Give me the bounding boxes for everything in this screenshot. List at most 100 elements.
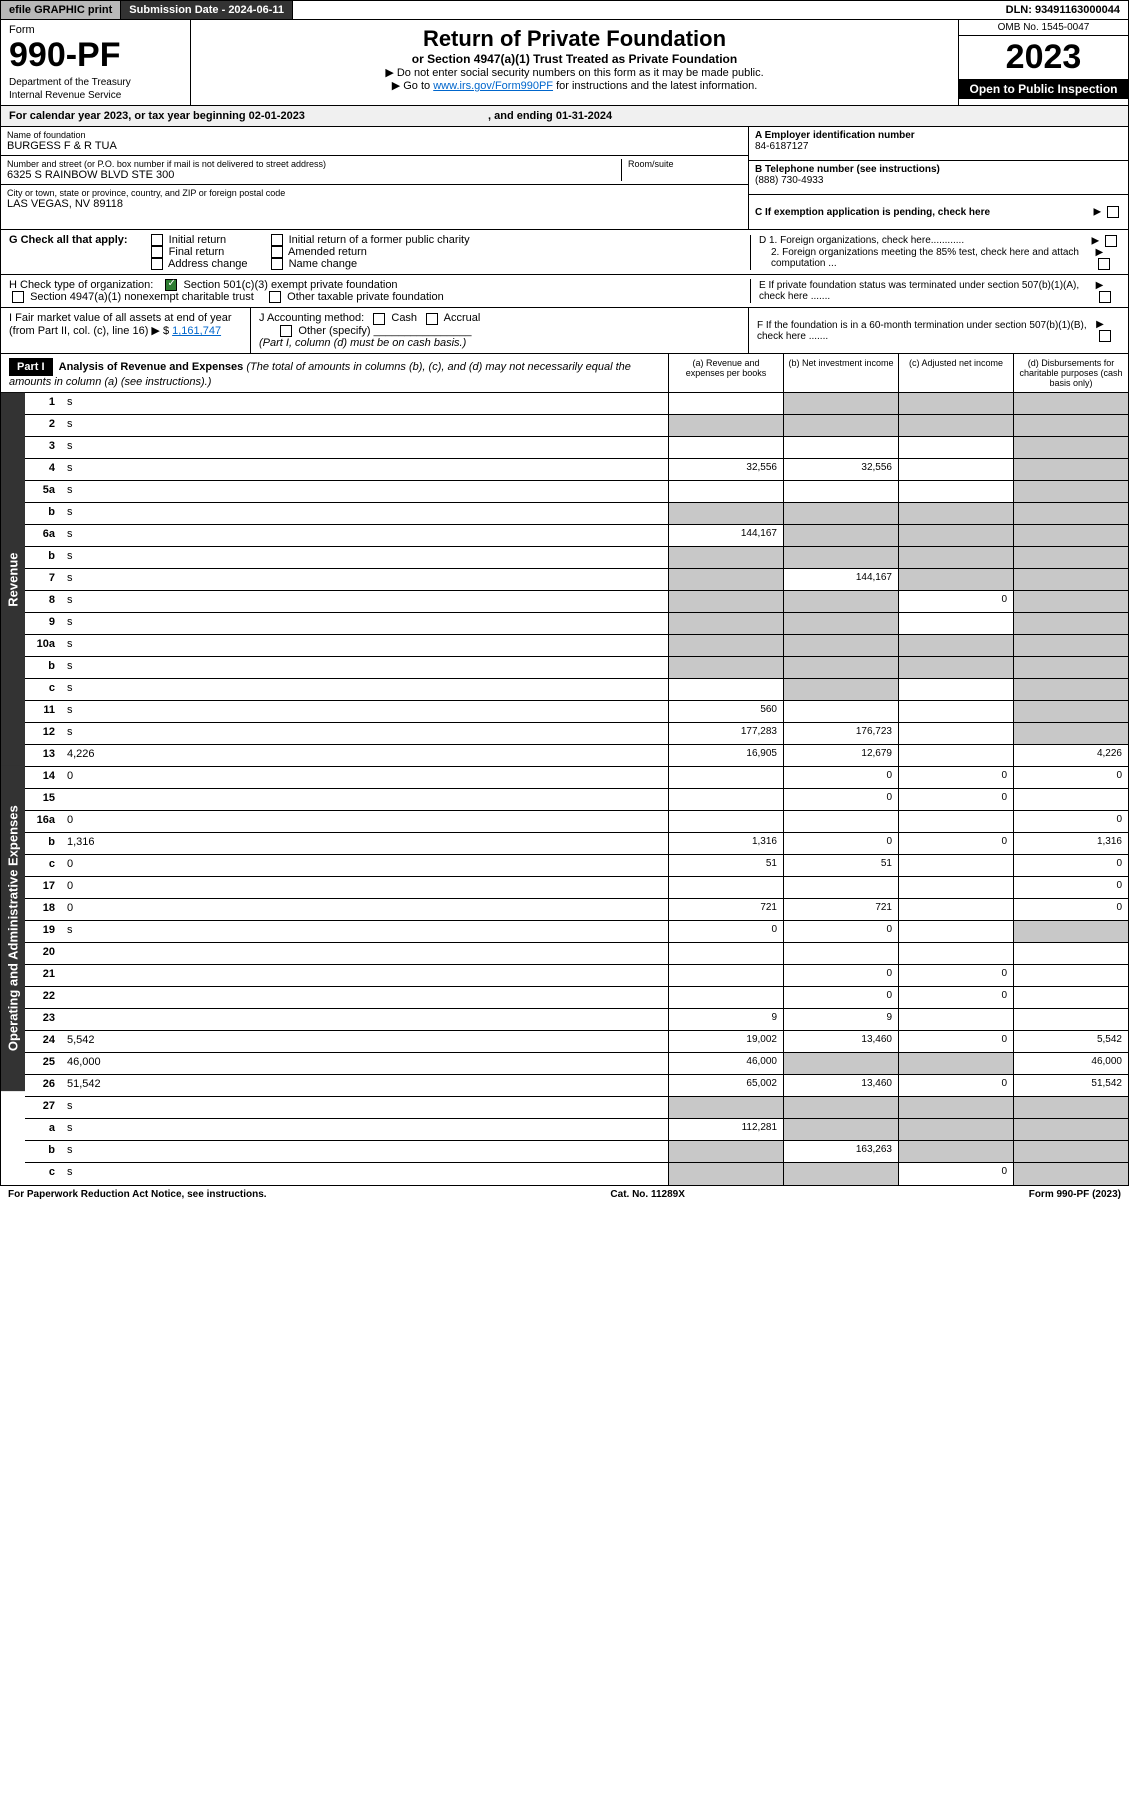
- amount-col-d: [1013, 613, 1128, 634]
- g-amended-checkbox[interactable]: [271, 246, 283, 258]
- h-501c3-checkbox[interactable]: [165, 279, 177, 291]
- line-description: 46,000: [61, 1053, 668, 1074]
- line-description: s: [61, 921, 668, 942]
- amount-col-a: 65,002: [668, 1075, 783, 1096]
- amount-col-d: [1013, 657, 1128, 678]
- amount-col-b: [783, 415, 898, 436]
- amount-col-b: 0: [783, 921, 898, 942]
- irs-link[interactable]: www.irs.gov/Form990PF: [433, 80, 553, 92]
- table-row: 2100: [25, 965, 1128, 987]
- part1-label: Part I: [9, 358, 53, 376]
- amount-col-a: [668, 1141, 783, 1162]
- line-number: 23: [25, 1009, 61, 1030]
- c-checkbox[interactable]: [1107, 206, 1119, 218]
- amount-col-c: [898, 657, 1013, 678]
- line-number: 18: [25, 899, 61, 920]
- amount-col-c: 0: [898, 965, 1013, 986]
- amount-col-d: [1013, 943, 1128, 964]
- amount-col-b: 0: [783, 965, 898, 986]
- table-row: 4s32,55632,556: [25, 459, 1128, 481]
- g-label: G Check all that apply:: [9, 234, 128, 246]
- dept-treasury: Department of the Treasury: [9, 77, 182, 88]
- ein: 84-6187127: [755, 141, 1122, 152]
- amount-col-b: [783, 811, 898, 832]
- line-number: 16a: [25, 811, 61, 832]
- d2-label: 2. Foreign organizations meeting the 85%…: [759, 247, 1095, 269]
- amount-col-c: [898, 1141, 1013, 1162]
- amount-col-a: 177,283: [668, 723, 783, 744]
- table-row: 2546,00046,00046,000: [25, 1053, 1128, 1075]
- line-description: s: [61, 657, 668, 678]
- amount-col-a: [668, 1097, 783, 1118]
- f-checkbox[interactable]: [1099, 330, 1111, 342]
- g-name-checkbox[interactable]: [271, 258, 283, 270]
- amount-col-d: [1013, 569, 1128, 590]
- g-final-checkbox[interactable]: [151, 246, 163, 258]
- footer-right: Form 990-PF (2023): [1029, 1189, 1121, 1200]
- amount-col-c: [898, 525, 1013, 546]
- amount-col-a: [668, 503, 783, 524]
- j-accrual-checkbox[interactable]: [426, 313, 438, 325]
- form-number: 990-PF: [9, 36, 182, 75]
- line-description: s: [61, 679, 668, 700]
- amount-col-c: [898, 943, 1013, 964]
- line-description: 0: [61, 899, 668, 920]
- line-description: [61, 789, 668, 810]
- amount-col-d: [1013, 525, 1128, 546]
- submission-date: Submission Date - 2024-06-11: [121, 1, 293, 19]
- amount-col-d: [1013, 481, 1128, 502]
- line-number: 12: [25, 723, 61, 744]
- table-row: 7s144,167: [25, 569, 1128, 591]
- omb-number: OMB No. 1545-0047: [959, 20, 1128, 36]
- amount-col-d: [1013, 1009, 1128, 1030]
- amount-col-a: 560: [668, 701, 783, 722]
- section-h: H Check type of organization: Section 50…: [0, 275, 1129, 308]
- g-initial-checkbox[interactable]: [151, 234, 163, 246]
- amount-col-c: [898, 679, 1013, 700]
- amount-col-c: [898, 899, 1013, 920]
- col-c-head: (c) Adjusted net income: [898, 354, 1013, 392]
- amount-col-b: 176,723: [783, 723, 898, 744]
- h-4947-checkbox[interactable]: [12, 291, 24, 303]
- i-value[interactable]: 1,161,747: [172, 325, 221, 337]
- col-a-head: (a) Revenue and expenses per books: [668, 354, 783, 392]
- d2-checkbox[interactable]: [1098, 258, 1110, 270]
- line-description: s: [61, 591, 668, 612]
- line-description: [61, 1009, 668, 1030]
- amount-col-c: [898, 1009, 1013, 1030]
- line-number: 17: [25, 877, 61, 898]
- d1-checkbox[interactable]: [1105, 235, 1117, 247]
- table-row: 27s: [25, 1097, 1128, 1119]
- table-row: 9s: [25, 613, 1128, 635]
- table-row: bs: [25, 657, 1128, 679]
- amount-col-c: 0: [898, 789, 1013, 810]
- g-initial-public-checkbox[interactable]: [271, 234, 283, 246]
- amount-col-b: [783, 591, 898, 612]
- amount-col-c: 0: [898, 1075, 1013, 1096]
- j-other-checkbox[interactable]: [280, 325, 292, 337]
- line-description: s: [61, 481, 668, 502]
- table-row: c051510: [25, 855, 1128, 877]
- line-number: 11: [25, 701, 61, 722]
- amount-col-a: 0: [668, 921, 783, 942]
- amount-col-a: [668, 943, 783, 964]
- g-address-checkbox[interactable]: [151, 258, 163, 270]
- amount-col-d: [1013, 1141, 1128, 1162]
- top-bar: efile GRAPHIC print Submission Date - 20…: [0, 0, 1129, 20]
- line-description: s: [61, 613, 668, 634]
- amount-col-d: 0: [1013, 811, 1128, 832]
- line-description: s: [61, 415, 668, 436]
- amount-col-a: [668, 965, 783, 986]
- e-checkbox[interactable]: [1099, 291, 1111, 303]
- amount-col-a: [668, 591, 783, 612]
- amount-col-a: [668, 789, 783, 810]
- c-label: C If exemption application is pending, c…: [755, 207, 990, 218]
- table-row: 19s00: [25, 921, 1128, 943]
- j-cash-checkbox[interactable]: [373, 313, 385, 325]
- amount-col-a: 144,167: [668, 525, 783, 546]
- amount-col-c: 0: [898, 987, 1013, 1008]
- amount-col-a: 9: [668, 1009, 783, 1030]
- line-number: 6a: [25, 525, 61, 546]
- h-other-checkbox[interactable]: [269, 291, 281, 303]
- table-row: 16a00: [25, 811, 1128, 833]
